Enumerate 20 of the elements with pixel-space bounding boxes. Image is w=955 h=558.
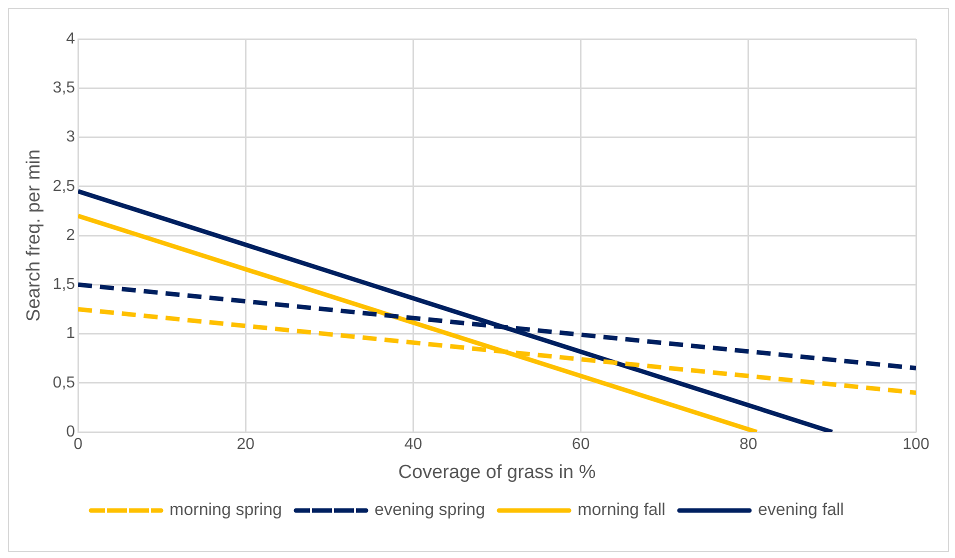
y-tick-label: 4	[66, 30, 76, 48]
x-tick-label: 60	[572, 436, 590, 454]
legend-label: evening fall	[758, 500, 844, 520]
y-tick-label: 3	[66, 128, 76, 146]
legend-label: morning fall	[578, 500, 666, 520]
y-tick-label: 1,5	[52, 276, 76, 294]
x-tick-label: 80	[740, 436, 758, 454]
y-tick-label: 2,5	[52, 178, 76, 195]
legend-label: evening spring	[374, 500, 486, 520]
y-tick-label: 3,5	[52, 80, 76, 97]
y-axis-title: Search freq. per min	[24, 149, 45, 322]
x-tick-label: 40	[404, 436, 422, 454]
legend-label: morning spring	[170, 500, 282, 520]
y-tick-label: 0	[66, 423, 76, 440]
x-axis-title: Coverage of grass in %	[398, 462, 596, 483]
y-tick-label: 0,5	[52, 374, 76, 392]
x-tick-label: 20	[236, 436, 255, 454]
x-tick-label: 100	[902, 436, 930, 454]
y-tick-label: 2	[66, 226, 76, 244]
y-tick-label: 1	[66, 325, 76, 342]
